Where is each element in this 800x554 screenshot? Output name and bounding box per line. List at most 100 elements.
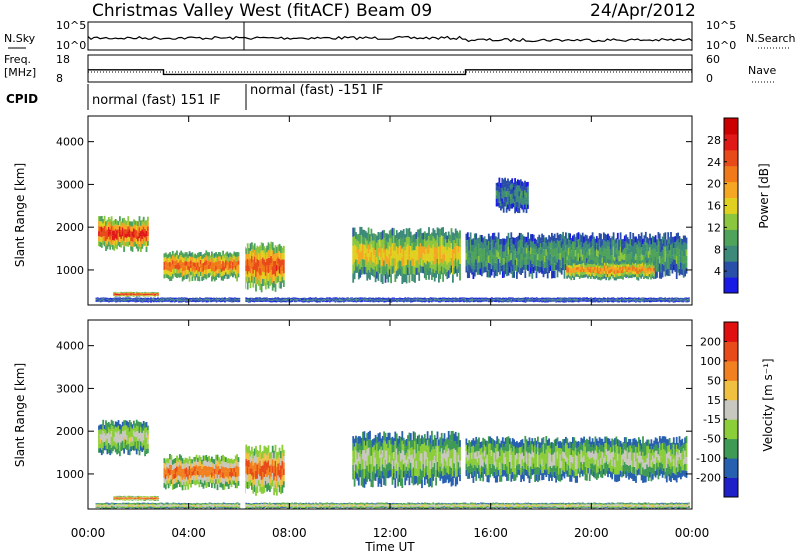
heatmap-cell [251, 242, 253, 249]
heatmap-cell [356, 247, 359, 254]
heatmap-cell [194, 297, 197, 299]
heatmap-cell [126, 233, 128, 238]
heatmap-cell [649, 268, 651, 275]
heatmap-cell [273, 301, 275, 302]
heatmap-cell [602, 265, 605, 268]
heatmap-cell [282, 266, 285, 274]
heatmap-cell [421, 253, 423, 260]
heatmap-cell [630, 275, 633, 278]
heatmap-cell [612, 269, 615, 273]
heatmap-cell [670, 232, 672, 239]
heatmap-cell [442, 272, 444, 282]
heatmap-cell [560, 241, 563, 248]
heatmap-cell [407, 236, 409, 245]
heatmap-cell [256, 301, 259, 302]
heatmap-cell [250, 299, 253, 300]
heatmap-cell [183, 298, 186, 300]
heatmap-cell [672, 264, 675, 271]
heatmap-cell [411, 258, 414, 266]
heatmap-cell [130, 226, 132, 232]
heatmap-cell [616, 267, 619, 271]
heatmap-cell [256, 265, 259, 272]
heatmap-cell [280, 301, 282, 302]
heatmap-cell [527, 251, 529, 259]
heatmap-cell [493, 232, 496, 241]
heatmap-cell [487, 233, 490, 241]
heatmap-cell [101, 297, 103, 299]
heatmap-cell [590, 235, 593, 242]
heatmap-cell [123, 223, 125, 230]
heatmap-cell [643, 262, 645, 266]
heatmap-cell [418, 246, 421, 256]
heatmap-cell [581, 232, 584, 240]
heatmap-cell [572, 241, 574, 248]
heatmap-cell [627, 266, 630, 270]
heatmap-cell [422, 239, 425, 247]
heatmap-cell [102, 232, 105, 237]
heatmap-cell [373, 301, 376, 303]
heatmap-cell [428, 253, 430, 263]
heatmap-cell [109, 229, 112, 235]
heatmap-cell [142, 296, 145, 297]
heatmap-cell [117, 298, 120, 300]
heatmap-cell [274, 284, 277, 292]
heatmap-cell [647, 270, 650, 274]
heatmap-cell [254, 298, 257, 299]
heatmap-cell [643, 276, 645, 279]
heatmap-cell [150, 300, 152, 302]
heatmap-cell [251, 262, 253, 270]
heatmap-cell [390, 274, 392, 284]
heatmap-cell [553, 263, 556, 271]
heatmap-cell [539, 237, 542, 244]
heatmap-cell [628, 244, 630, 250]
heatmap-cell [227, 266, 230, 271]
heatmap-cell [144, 229, 146, 234]
heatmap-cell [680, 268, 682, 275]
heatmap-cell [201, 300, 204, 301]
heatmap-cell [681, 269, 684, 276]
heatmap-cell [116, 220, 118, 226]
heatmap-cell [315, 297, 317, 299]
heatmap-cell [603, 268, 606, 271]
heatmap-cell [130, 241, 132, 246]
heatmap-cell [148, 295, 151, 296]
heatmap-cell [366, 264, 369, 273]
heatmap-cell [513, 244, 515, 252]
heatmap-cell [397, 269, 399, 277]
heatmap-cell [376, 249, 378, 258]
heatmap-cell [178, 299, 180, 300]
heatmap-cell [668, 243, 671, 251]
heatmap-cell [384, 257, 387, 267]
heatmap-cell [355, 245, 357, 253]
heatmap-cell [263, 298, 265, 300]
heatmap-cell [507, 254, 510, 262]
heatmap-cell [110, 299, 113, 300]
heatmap-cell [611, 248, 614, 256]
heatmap-cell [280, 300, 282, 301]
heatmap-cell [393, 235, 395, 243]
heatmap-cell [472, 251, 475, 259]
heatmap-cell [456, 230, 459, 239]
heatmap-cell [155, 294, 158, 296]
heatmap-cell [263, 297, 265, 299]
heatmap-cell [436, 266, 439, 275]
heatmap-cell [629, 245, 632, 253]
heatmap-cell [264, 275, 267, 283]
heatmap-cell [388, 269, 391, 277]
heatmap-cell [227, 274, 230, 279]
heatmap-cell [527, 238, 529, 246]
heatmap-cell [148, 292, 151, 293]
heatmap-cell [195, 258, 198, 263]
heatmap-cell [682, 242, 685, 250]
heatmap-cell [208, 273, 210, 278]
heatmap-cell [447, 301, 450, 303]
heatmap-cell [236, 271, 238, 277]
heatmap-cell [113, 294, 115, 295]
heatmap-cell [147, 293, 149, 295]
heatmap-cell [138, 295, 141, 296]
heatmap-cell [489, 243, 492, 251]
heatmap-cell [465, 246, 468, 254]
heatmap-cell [215, 270, 217, 276]
heatmap-cell [408, 227, 411, 237]
heatmap-cell [369, 301, 372, 303]
